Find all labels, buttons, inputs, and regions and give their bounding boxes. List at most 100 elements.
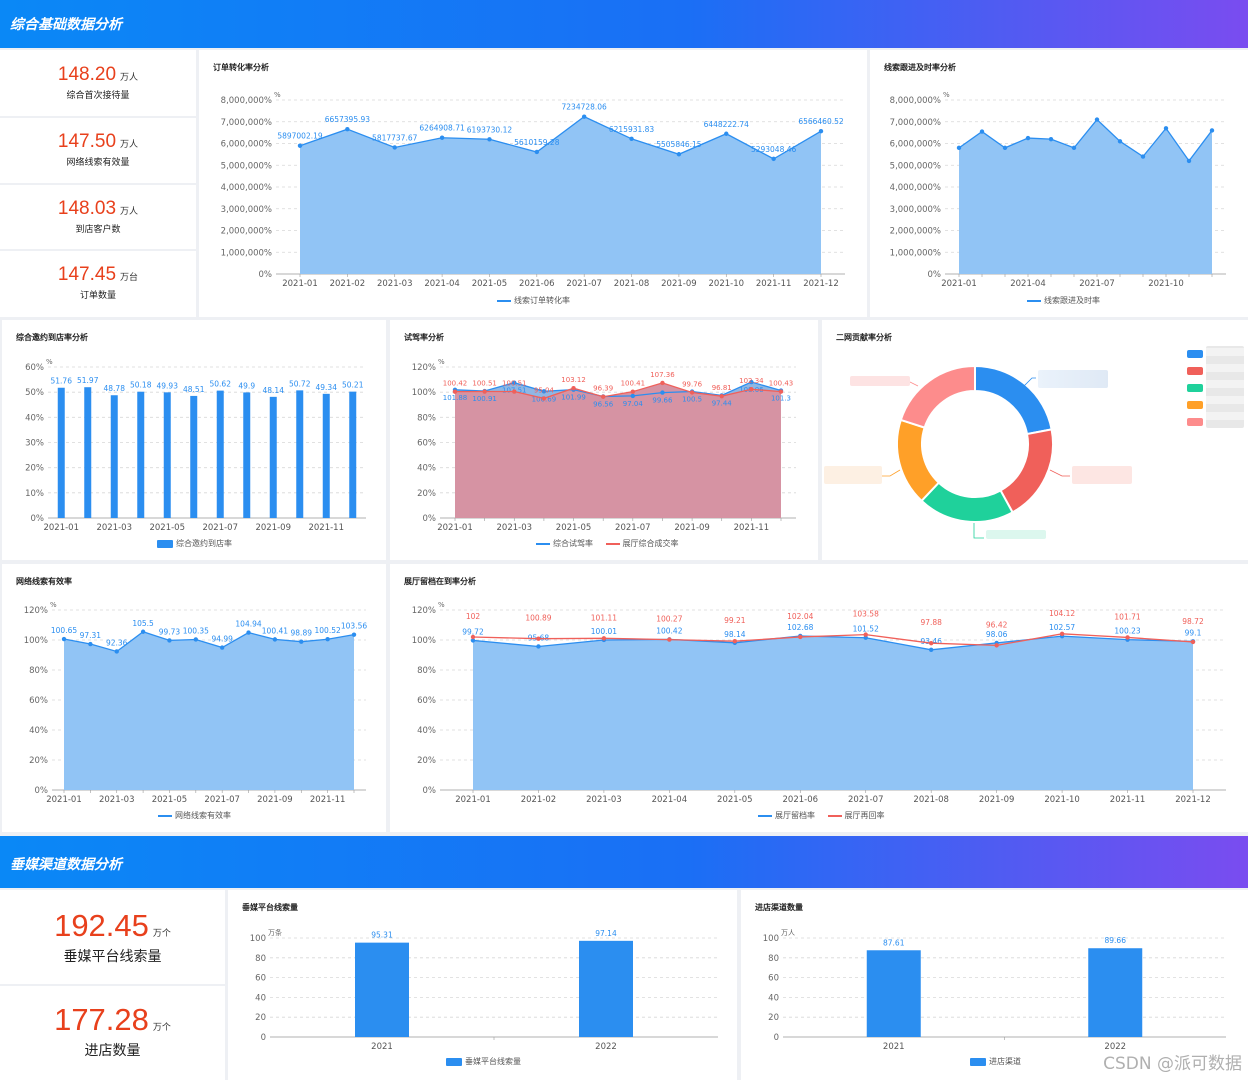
x-tick-label: 2021-09: [979, 795, 1015, 805]
data-label: 50.72: [289, 379, 311, 388]
data-label: 49.93: [157, 381, 179, 390]
y-tick-label: 0%: [423, 786, 437, 796]
y-tick-label: 4,000,000%: [890, 183, 941, 193]
kpi-unit: 万台: [120, 273, 139, 283]
legend-box-icon: [970, 1057, 986, 1066]
secondary-network-panel: 二网贡献率分析: [822, 320, 1248, 560]
y-tick-label: 0%: [259, 270, 273, 280]
data-point: [724, 131, 729, 136]
series-line: [472, 635, 1194, 651]
data-point: [482, 389, 487, 394]
data-label: 5610159.28: [514, 138, 560, 147]
chart-legend[interactable]: 综合试驾率 展厅综合成交率: [536, 538, 679, 549]
bar: [190, 395, 198, 518]
chart-legend[interactable]: 综合邀约到店率: [157, 538, 232, 549]
y-tick-label: 100%: [412, 388, 436, 398]
data-point: [979, 129, 985, 134]
data-point: [928, 640, 934, 646]
data-label: 100.65: [51, 626, 77, 635]
y-tick-label: 40%: [25, 413, 44, 423]
data-point: [487, 137, 492, 142]
x-tick-label: 2021-01: [455, 795, 491, 805]
data-point: [1140, 154, 1146, 159]
legend-box-icon: [446, 1057, 462, 1066]
kpi-card: 147.45 万台 订单数量: [0, 251, 196, 317]
chart-legend[interactable]: 线索订单转化率: [497, 295, 570, 306]
x-tick-label: 2021-07: [1079, 279, 1115, 289]
data-point: [928, 647, 934, 653]
legend-swatch[interactable]: [1187, 367, 1203, 375]
x-tick-label: 2021-11: [1110, 795, 1146, 805]
x-tick-label: 2021-03: [96, 523, 132, 533]
data-point: [667, 637, 672, 642]
data-label: 102.04: [787, 612, 813, 621]
data-point: [470, 638, 476, 643]
y-tick-label: 30%: [25, 439, 44, 449]
chart-legend[interactable]: 展厅留档率 展厅再回率: [758, 810, 885, 821]
leader-line: [882, 469, 901, 477]
data-point: [392, 145, 397, 150]
data-point: [140, 629, 146, 634]
legend-swatch[interactable]: [1187, 418, 1203, 426]
legend-swatch[interactable]: [1187, 401, 1203, 409]
y-tick-label: 80: [768, 954, 779, 964]
kpi-label: 综合首次接待量: [66, 91, 130, 101]
data-label: 6566460.52: [798, 117, 844, 126]
chart-title: 订单转化率分析: [213, 63, 269, 72]
data-label: 100.42: [443, 380, 468, 388]
chart-legend[interactable]: 进店渠道: [970, 1056, 1021, 1067]
data-label: 100.35: [183, 626, 209, 635]
y-tick-label: 1,000,000%: [890, 248, 941, 258]
x-tick-label: 2021-05: [556, 523, 592, 533]
data-point: [114, 649, 119, 654]
blurred-label: [1072, 466, 1132, 484]
legend-line-icon: [1027, 299, 1041, 302]
data-label: 101.88: [443, 394, 468, 402]
data-label: 48.51: [183, 385, 205, 394]
kpi-unit: 万个: [152, 929, 171, 939]
data-label: 50.21: [342, 381, 364, 390]
data-label: 98.14: [724, 630, 746, 639]
data-label: 100.41: [621, 380, 646, 388]
x-tick-label: 2021-12: [803, 279, 839, 289]
data-point: [1025, 135, 1031, 141]
section-title: 综合基础数据分析: [10, 17, 122, 33]
data-point: [351, 632, 357, 637]
series-line: [472, 633, 1194, 647]
chart-legend[interactable]: 网络线索有效率: [158, 810, 231, 821]
data-point: [629, 136, 634, 142]
legend-swatch[interactable]: [1187, 384, 1203, 392]
y-tick-label: 80%: [417, 413, 436, 423]
data-point: [1186, 158, 1192, 164]
chart-legend[interactable]: 垂媒平台线索量: [446, 1056, 521, 1067]
y-unit-label: 万条: [268, 928, 282, 937]
data-label: 100.91: [472, 395, 497, 403]
y-tick-label: 20%: [25, 464, 44, 474]
chart-legend[interactable]: 线索跟进及时率: [1027, 295, 1100, 306]
y-tick-label: 0: [261, 1033, 266, 1043]
area-fill: [455, 382, 781, 518]
legend-line-icon: [536, 542, 550, 545]
y-unit-label: %: [46, 358, 53, 366]
kpi-value: 148.20: [57, 64, 117, 85]
chart-title: 网络线索有效率: [16, 577, 72, 586]
leader-line: [973, 523, 984, 539]
data-point: [600, 394, 606, 399]
legend-label: 展厅留档率: [775, 811, 815, 820]
legend-label: 综合试驾率: [553, 539, 593, 548]
y-tick-label: 0%: [31, 514, 45, 524]
legend-swatch[interactable]: [1187, 350, 1203, 358]
legend-label: 线索跟进及时率: [1044, 296, 1100, 305]
x-tick-label: 2021-01: [46, 795, 82, 805]
data-label: 103.12: [561, 376, 586, 384]
bar: [110, 395, 118, 518]
section-title: 垂媒渠道数据分析: [10, 857, 122, 873]
data-label: 5817737.67: [372, 133, 418, 142]
data-point: [1094, 117, 1100, 122]
kpi-value: 147.50: [57, 131, 117, 152]
bar: [866, 950, 921, 1037]
chart-title: 综合邀约到店率分析: [16, 333, 88, 342]
y-tick-label: 40%: [417, 464, 436, 474]
data-label: 95.31: [371, 931, 393, 940]
